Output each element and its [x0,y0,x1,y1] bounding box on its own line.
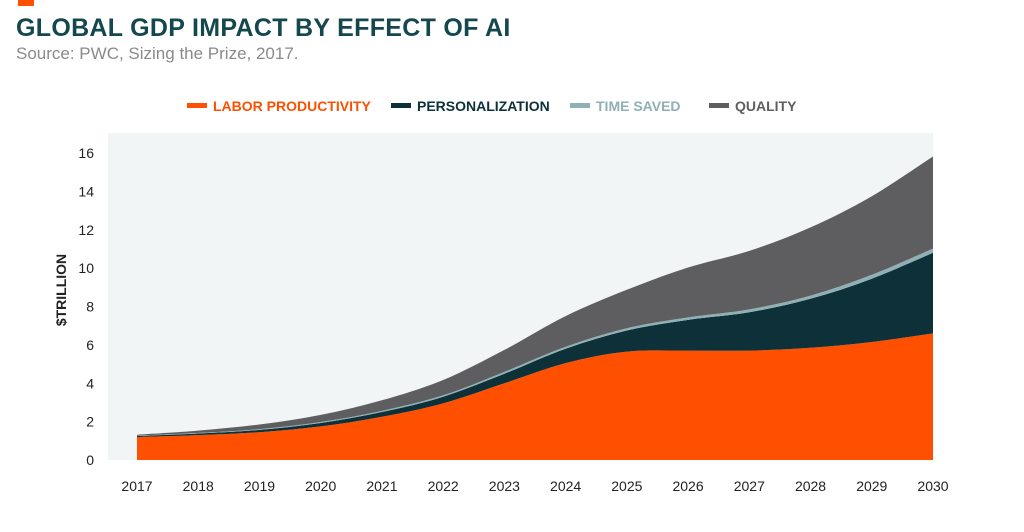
x-tick-label: 2027 [734,478,765,494]
y-tick-label: 16 [78,145,94,161]
accent-bar [18,0,34,6]
x-tick-label: 2030 [917,478,948,494]
y-tick-label: 0 [86,452,94,468]
x-tick-label: 2021 [366,478,397,494]
y-axis-label: $TRILLION [53,254,69,326]
x-tick-label: 2022 [428,478,459,494]
area-quality [137,156,933,436]
y-axis: 0 2 4 6 8 10 12 14 16 [78,145,94,468]
area-labor-productivity [137,333,933,460]
x-axis: 2017 2018 2019 2020 2021 2022 2023 2024 2025 2026… [121,478,948,494]
chart-title: GLOBAL GDP IMPACT BY EFFECT OF AI [16,14,511,42]
y-tick-label: 6 [86,337,94,353]
legend-swatch [391,103,411,108]
legend-item-time-saved: TIME SAVED [570,98,681,114]
x-tick-label: 2019 [244,478,275,494]
x-tick-label: 2017 [121,478,152,494]
legend-label: LABOR PRODUCTIVITY [213,98,372,114]
x-tick-label: 2029 [856,478,887,494]
legend-swatch [709,103,729,108]
legend-item-personalization: PERSONALIZATION [391,98,550,114]
legend-label: TIME SAVED [596,98,681,114]
legend-item-labor-productivity: LABOR PRODUCTIVITY [187,98,372,114]
legend-label: PERSONALIZATION [417,98,550,114]
y-tick-label: 14 [78,183,94,199]
x-tick-label: 2025 [611,478,642,494]
legend-swatch [187,103,207,108]
y-tick-label: 12 [78,222,94,238]
legend-label: QUALITY [735,98,797,114]
x-tick-label: 2023 [489,478,520,494]
y-tick-label: 10 [78,260,94,276]
x-tick-label: 2020 [305,478,336,494]
chart-subtitle: Source: PWC, Sizing the Prize, 2017. [16,44,299,63]
y-tick-label: 8 [86,299,94,315]
x-tick-label: 2028 [795,478,826,494]
x-tick-label: 2018 [183,478,214,494]
legend: LABOR PRODUCTIVITY PERSONALIZATION TIME SA… [187,98,797,114]
legend-item-quality: QUALITY [709,98,797,114]
area-personalization [137,252,933,437]
legend-swatch [570,103,590,108]
y-tick-label: 4 [86,375,94,391]
series-areas [137,156,933,460]
x-tick-label: 2026 [672,478,703,494]
y-tick-label: 2 [86,414,94,430]
x-tick-label: 2024 [550,478,581,494]
